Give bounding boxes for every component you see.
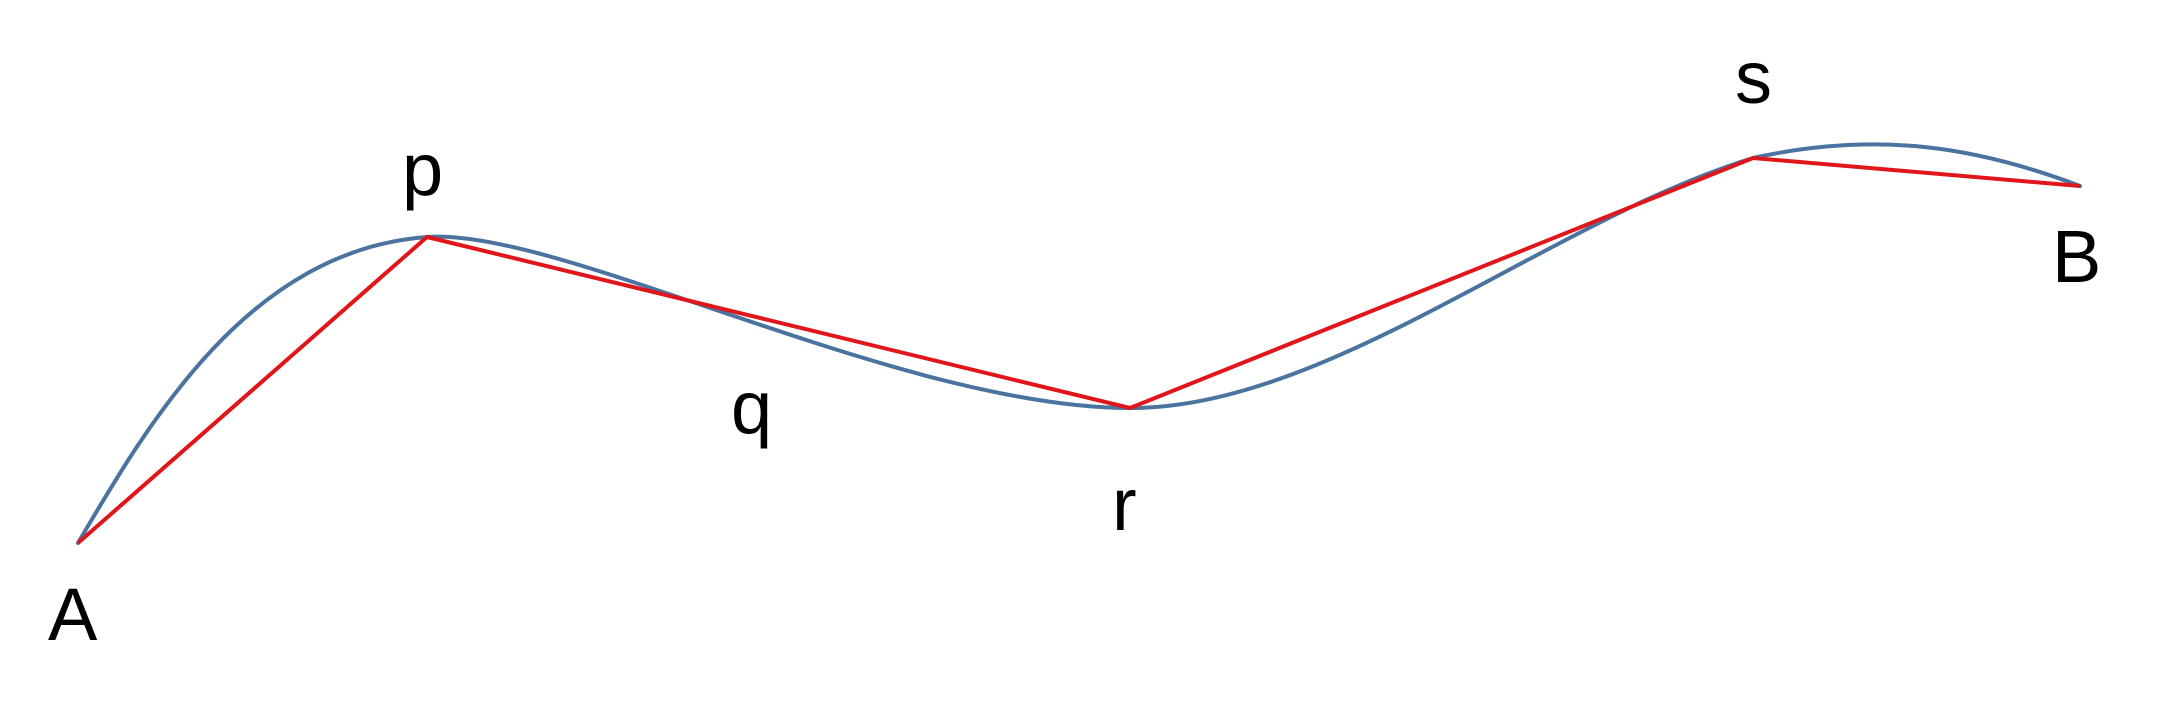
chord-polyline <box>76 155 2081 545</box>
label-p: p <box>402 128 443 211</box>
label-q: q <box>731 366 772 449</box>
smooth-curve <box>76 142 2082 545</box>
label-r: r <box>1112 463 1137 546</box>
label-a: A <box>48 573 98 656</box>
label-b: B <box>2052 215 2101 298</box>
label-s: s <box>1735 36 1772 119</box>
